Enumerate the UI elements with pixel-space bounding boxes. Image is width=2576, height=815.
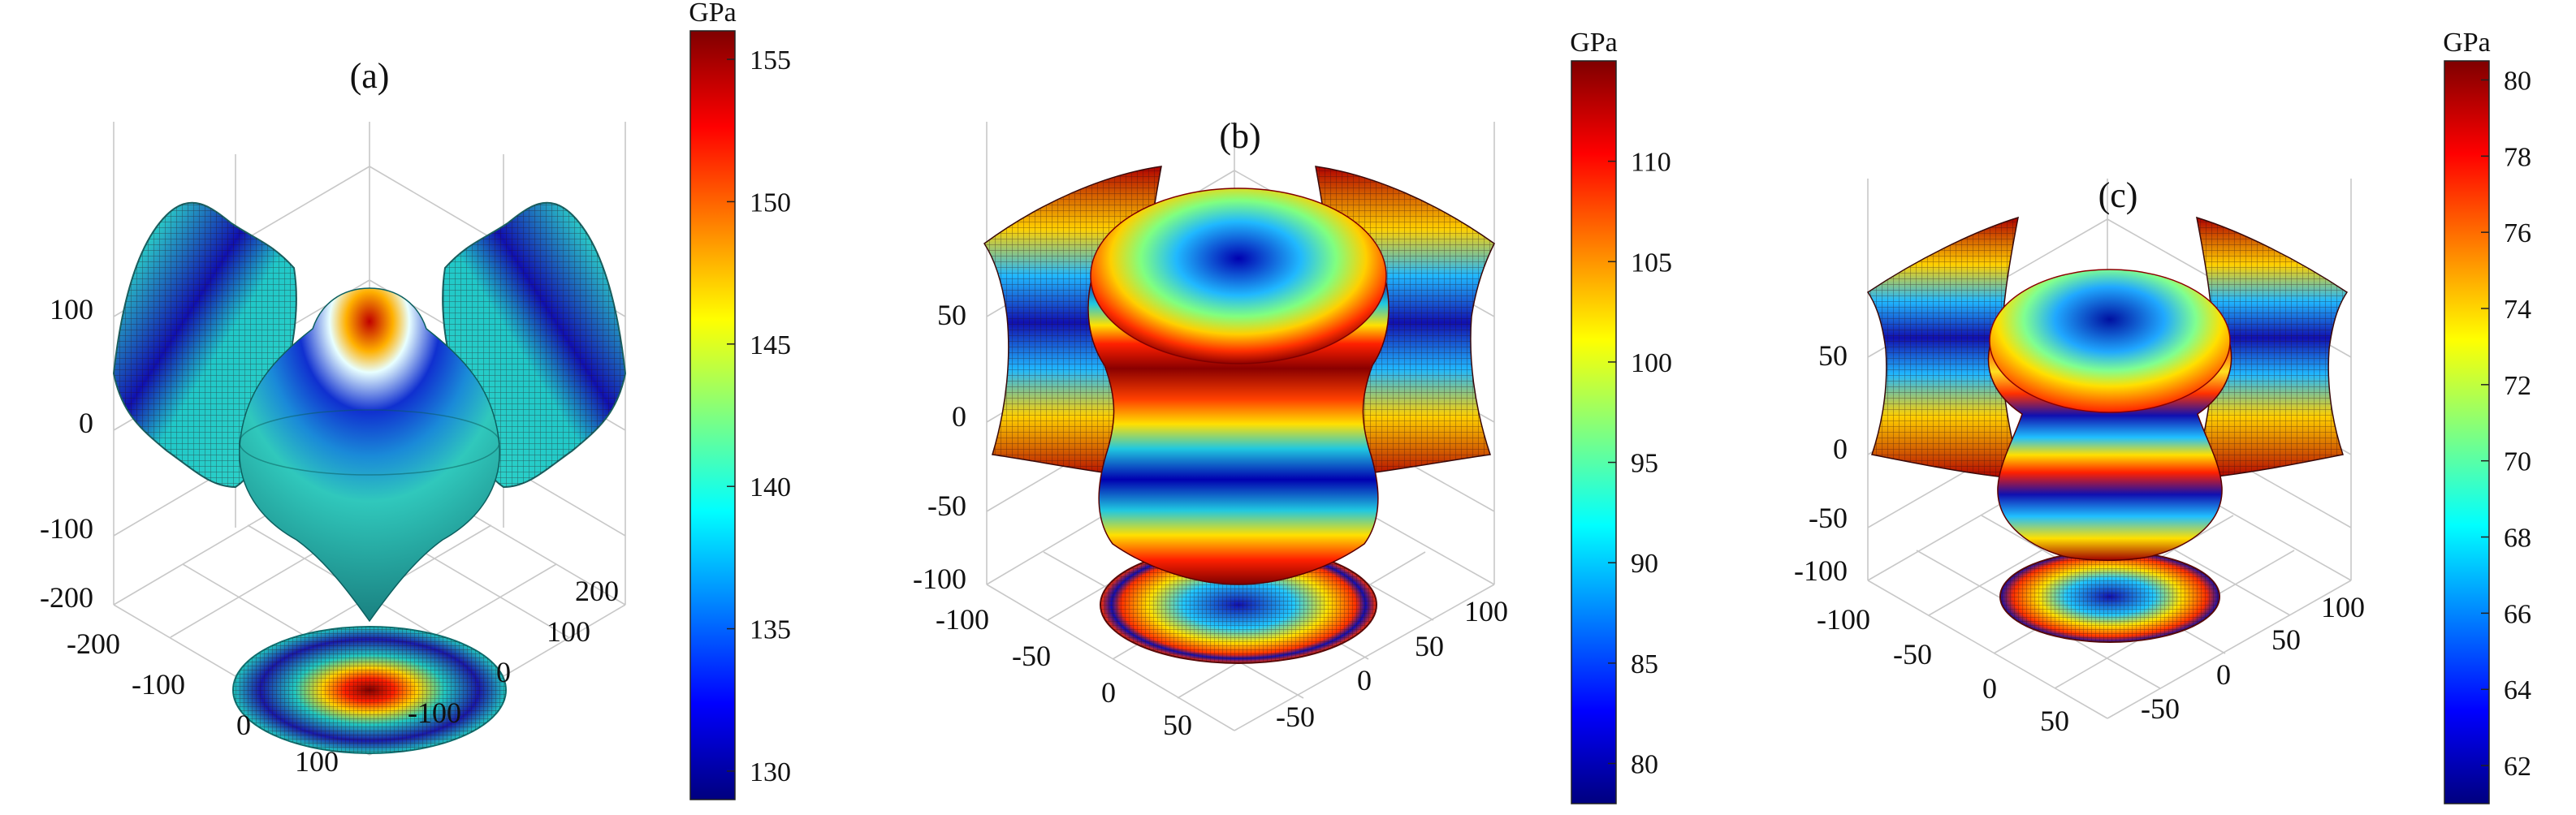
panel-a-x-tick-label: 100 xyxy=(295,745,339,778)
panel-a-colorbar-tick-label: 150 xyxy=(750,188,791,218)
panel-c-y-tick-label: 100 xyxy=(2321,591,2365,623)
panel-c-x-tick-label: 50 xyxy=(2040,705,2069,737)
panel-b-axis-ticks: 50 0 -50 -100 -100 -50 0 50 100 50 0 -50 xyxy=(913,299,1508,741)
panel-a-y-tick-label: 200 xyxy=(575,575,619,607)
panel-b-y-tick-label: 50 xyxy=(1415,630,1444,662)
panel-b-surface-top xyxy=(1090,188,1387,364)
panel-b-x-tick-label: -50 xyxy=(1012,640,1051,672)
panel-b-colorbar-tick-label: 110 xyxy=(1631,148,1671,178)
panel-b-z-tick-label: -50 xyxy=(927,489,966,522)
panel-a-z-tick-label: 0 xyxy=(79,407,93,439)
panel-c-colorbar-tick-label: 76 xyxy=(2504,218,2531,248)
panel-b-colorbar-scale xyxy=(1571,60,1617,804)
panel-b-colorbar-tick-label: 95 xyxy=(1631,449,1658,479)
panel-b-colorbar: GPa 80 85 90 95 100 105 110 xyxy=(1570,28,1672,804)
panel-c-axis-ticks: 50 0 -50 -100 -100 -50 0 50 100 50 0 -50 xyxy=(1794,339,2365,737)
panel-c-colorbar-unit: GPa xyxy=(2443,28,2491,58)
panel-a: (a) 1000-100-200-200-10001002001000-100 … xyxy=(40,0,791,800)
panel-c-z-tick-label: -100 xyxy=(1794,554,1848,587)
panel-a-colorbar-unit: GPa xyxy=(689,0,737,28)
panel-c: (c) 50 0 -50 -100 -100 -50 0 50 100 50 0 -50 GPa 62 6… xyxy=(1794,28,2531,804)
panel-b-z-tick-label: 0 xyxy=(952,400,966,433)
panel-c-colorbar-tick-label: 62 xyxy=(2504,752,2531,782)
panel-a-z-tick-label: -200 xyxy=(40,581,93,614)
panel-c-colorbar-scale xyxy=(2444,60,2490,804)
panel-a-colorbar-tick-label: 145 xyxy=(750,330,791,360)
panel-b-x-tick-label: 50 xyxy=(1163,709,1192,741)
panel-a-colorbar-scale xyxy=(689,30,736,800)
panel-a-y-tick-label: 0 xyxy=(496,656,511,688)
panel-b-z-tick-label: 50 xyxy=(937,299,966,331)
panel-b-label: (b) xyxy=(1219,116,1260,156)
panel-b-colorbar-tick-label: 100 xyxy=(1631,348,1672,378)
panel-a-z-tick-label: -100 xyxy=(40,512,93,545)
panel-c-colorbar-tick-label: 66 xyxy=(2504,599,2531,629)
panel-b-y-tick-label: 100 xyxy=(1464,595,1508,627)
panel-c-colorbar: GPa 62 64 66 68 70 72 74 76 78 80 xyxy=(2443,28,2531,804)
panel-b-colorbar-unit: GPa xyxy=(1570,28,1618,58)
panel-c-colorbar-tick-label: 64 xyxy=(2504,675,2531,705)
panel-c-colorbar-tick-label: 72 xyxy=(2504,371,2531,401)
panel-c-y-tick-label: -50 xyxy=(2141,692,2180,725)
panel-c-label: (c) xyxy=(2098,175,2138,215)
panel-b-colorbar-tick-label: 80 xyxy=(1631,750,1658,780)
panel-c-x-tick-label: 0 xyxy=(1982,672,1997,705)
panel-b-surface xyxy=(1087,275,1390,585)
panel-c-colorbar-tick-label: 68 xyxy=(2504,524,2531,554)
panel-a-colorbar: GPa 130 135 140 145 150 155 xyxy=(689,0,791,800)
panel-b-x-tick-label: 0 xyxy=(1101,676,1116,709)
panel-b-z-tick-label: -100 xyxy=(913,563,966,595)
panel-b-colorbar-tick-label: 85 xyxy=(1631,649,1658,679)
panel-b-y-tick-label: 0 xyxy=(1357,664,1372,696)
panel-a-y-tick-label: -100 xyxy=(408,696,461,729)
panel-a-label: (a) xyxy=(350,56,390,96)
panel-a-surface xyxy=(239,287,500,623)
panel-c-surface-top xyxy=(1989,269,2231,413)
panel-c-colorbar-tick-label: 80 xyxy=(2504,66,2531,96)
panel-b-x-tick-label: -100 xyxy=(936,603,989,636)
panel-a-colorbar-tick-label: 130 xyxy=(750,757,791,787)
panel-c-colorbar-tick-label: 74 xyxy=(2504,295,2531,325)
panel-a-colorbar-tick-label: 135 xyxy=(750,615,791,645)
panel-c-colorbar-tick-label: 78 xyxy=(2504,142,2531,172)
panel-a-x-tick-label: -200 xyxy=(67,627,120,660)
panel-b-y-tick-label: -50 xyxy=(1276,701,1315,733)
panel-c-x-tick-label: -50 xyxy=(1893,638,1932,671)
panel-a-x-tick-label: 0 xyxy=(236,709,251,741)
panel-a-y-tick-label: 100 xyxy=(547,615,590,648)
panel-b: (b) 50 0 -50 -100 -100 -50 0 50 100 50 0 -50 GPa 80 8… xyxy=(913,28,1672,804)
panel-c-y-tick-label: 0 xyxy=(2216,658,2231,691)
panel-a-axis-ticks: 100 0 -100 -200 -200 -100 0 100 200 100 0 -100 xyxy=(40,293,619,778)
panel-b-colorbar-tick-label: 90 xyxy=(1631,549,1658,579)
panel-a-x-tick-label: -100 xyxy=(132,668,185,701)
panel-a-z-tick-label: 100 xyxy=(50,293,93,326)
panel-c-z-tick-label: 50 xyxy=(1818,339,1848,372)
panel-c-colorbar-tick-label: 70 xyxy=(2504,447,2531,477)
panel-b-colorbar-tick-label: 105 xyxy=(1631,248,1672,278)
panel-a-colorbar-tick-label: 140 xyxy=(750,472,791,502)
panel-c-z-tick-label: 0 xyxy=(1833,433,1848,465)
panel-c-z-tick-label: -50 xyxy=(1809,502,1848,534)
panel-c-x-tick-label: -100 xyxy=(1817,603,1870,636)
panel-c-y-tick-label: 50 xyxy=(2271,623,2301,656)
panel-a-colorbar-tick-label: 155 xyxy=(750,45,791,75)
